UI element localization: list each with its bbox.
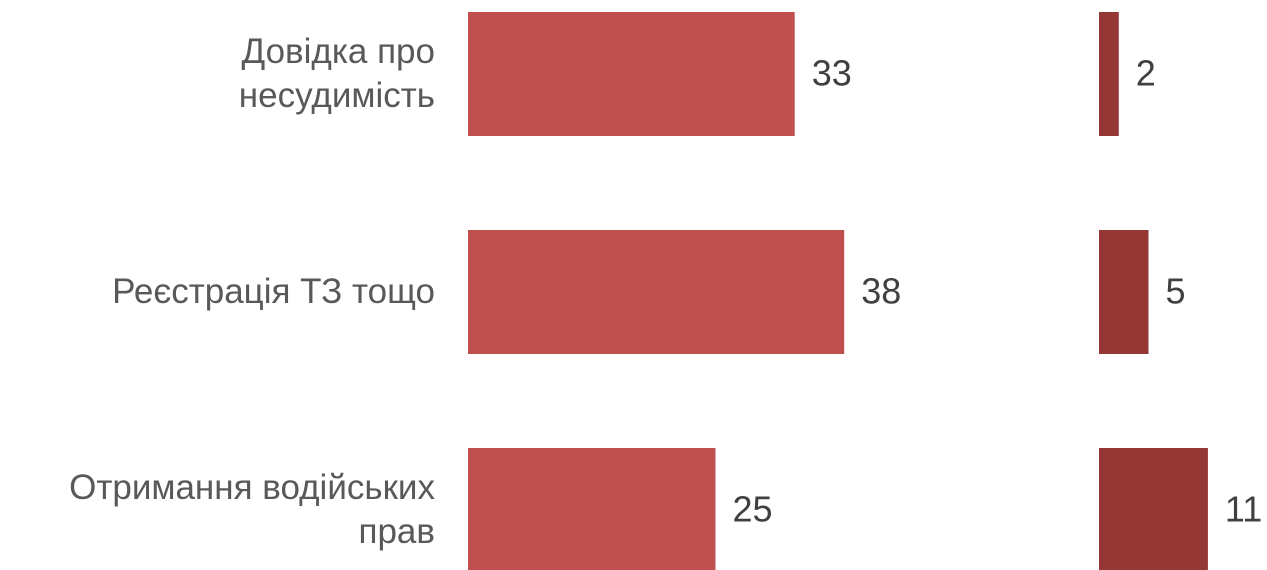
value-label: 2: [1136, 53, 1156, 94]
category-label: Отримання водійських прав: [69, 468, 435, 551]
value-label: 25: [733, 489, 773, 530]
bar: [1099, 448, 1208, 570]
bar: [1099, 230, 1149, 354]
bar: [468, 448, 716, 570]
value-label: 11: [1225, 489, 1262, 530]
bar: [468, 12, 795, 136]
value-label: 38: [861, 271, 901, 312]
category-label: Довідка про несудимість: [238, 32, 435, 115]
bar: [468, 230, 845, 354]
value-label: 5: [1166, 271, 1186, 312]
category-label: Реєстрація ТЗ тощо: [112, 272, 435, 311]
bar: [1099, 12, 1119, 136]
value-label: 33: [812, 53, 852, 94]
